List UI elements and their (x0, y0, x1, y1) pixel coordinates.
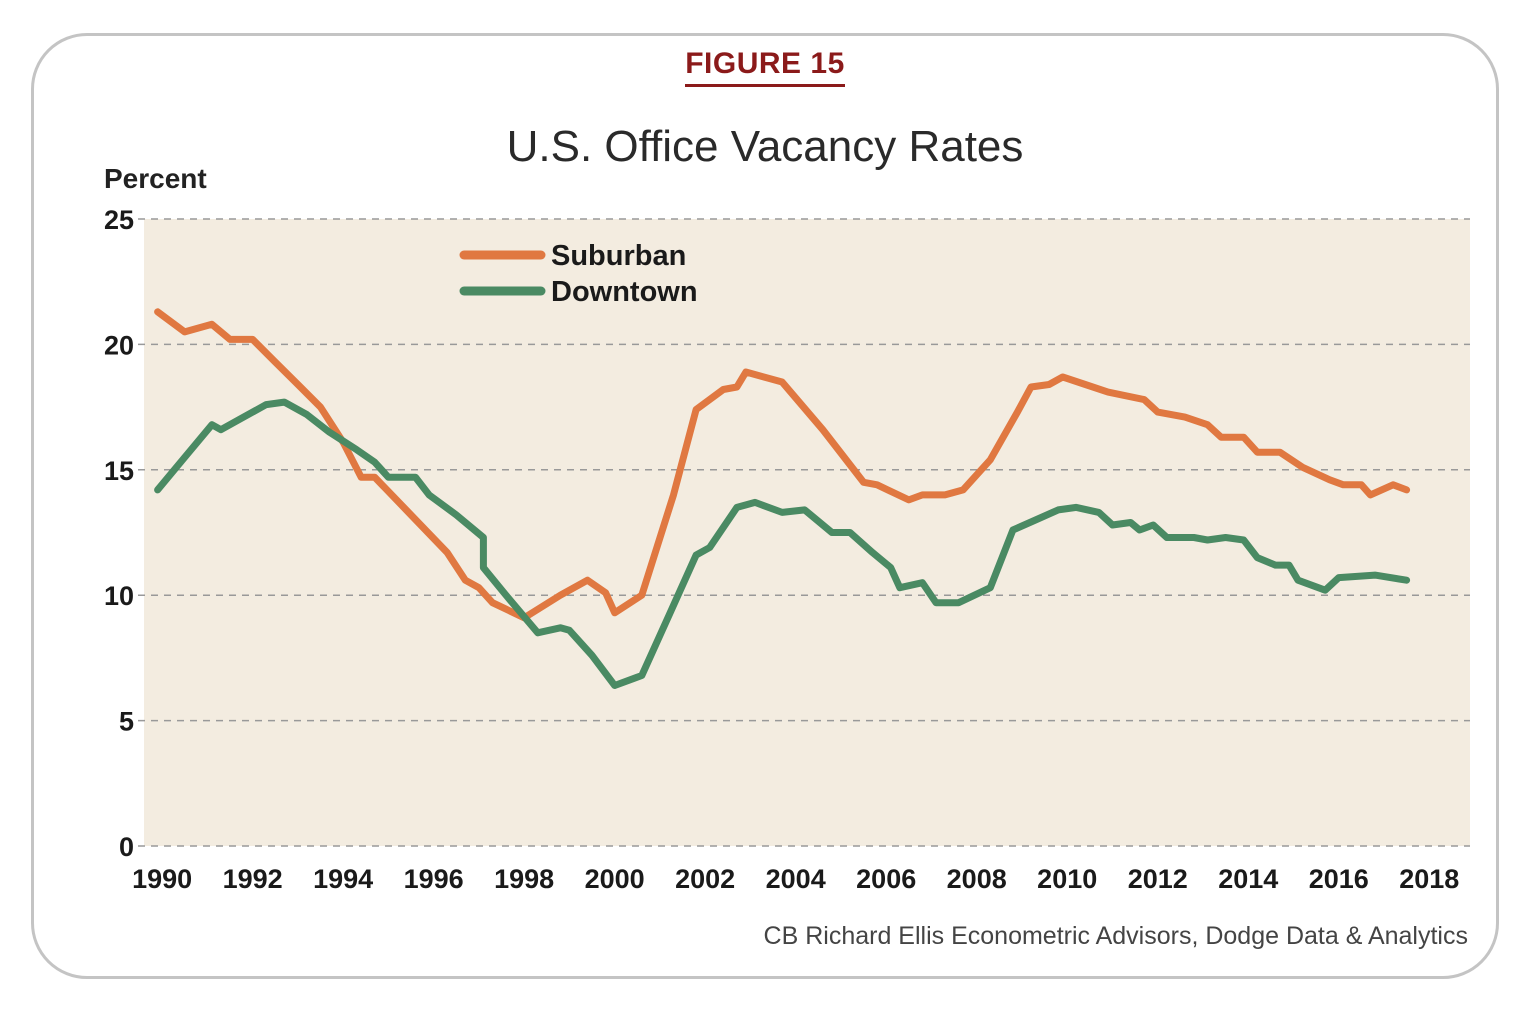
x-tick-label: 2004 (766, 864, 826, 894)
x-tick-label: 1998 (494, 864, 554, 894)
legend-label-suburban: Suburban (551, 240, 686, 272)
y-tick-label: 0 (119, 832, 134, 862)
x-tick-label: 2010 (1037, 864, 1097, 894)
x-tick-label: 1992 (223, 864, 283, 894)
series-line-downtown (154, 398, 1411, 689)
y-tick-label: 20 (104, 330, 134, 360)
x-tick-label: 1994 (313, 864, 373, 894)
y-tick-label: 5 (119, 707, 134, 737)
legend: Suburban Downtown (459, 240, 698, 308)
x-axis-ticks: 1990 1992 1994 1996 1998 2000 2002 2004 2006 2008… (132, 864, 1459, 894)
y-tick-label: 15 (104, 456, 134, 486)
y-axis-unit-label: Percent (104, 163, 207, 194)
series-line-suburban (154, 308, 1411, 622)
y-tick-label: 10 (104, 581, 134, 611)
x-tick-label: 2008 (947, 864, 1007, 894)
x-tick-label: 2016 (1309, 864, 1369, 894)
chart-title: U.S. Office Vacancy Rates (506, 122, 1024, 171)
series-lines (154, 308, 1411, 689)
legend-label-downtown: Downtown (551, 276, 698, 308)
figure-label: FIGURE 15 (0, 46, 1530, 87)
x-tick-label: 2006 (856, 864, 916, 894)
x-tick-label: 2000 (585, 864, 645, 894)
source-credit: CB Richard Ellis Econometric Advisors, D… (763, 922, 1468, 950)
x-tick-label: 1990 (132, 864, 192, 894)
x-tick-label: 1996 (404, 864, 464, 894)
x-tick-label: 2002 (675, 864, 735, 894)
x-tick-label: 2014 (1218, 864, 1278, 894)
x-tick-label: 2012 (1128, 864, 1188, 894)
y-axis-ticks: 0 5 10 15 20 25 (104, 205, 134, 862)
x-tick-label: 2018 (1399, 864, 1459, 894)
grid-lines (138, 218, 1470, 847)
y-tick-label: 25 (104, 205, 134, 235)
plot-area (144, 219, 1470, 846)
